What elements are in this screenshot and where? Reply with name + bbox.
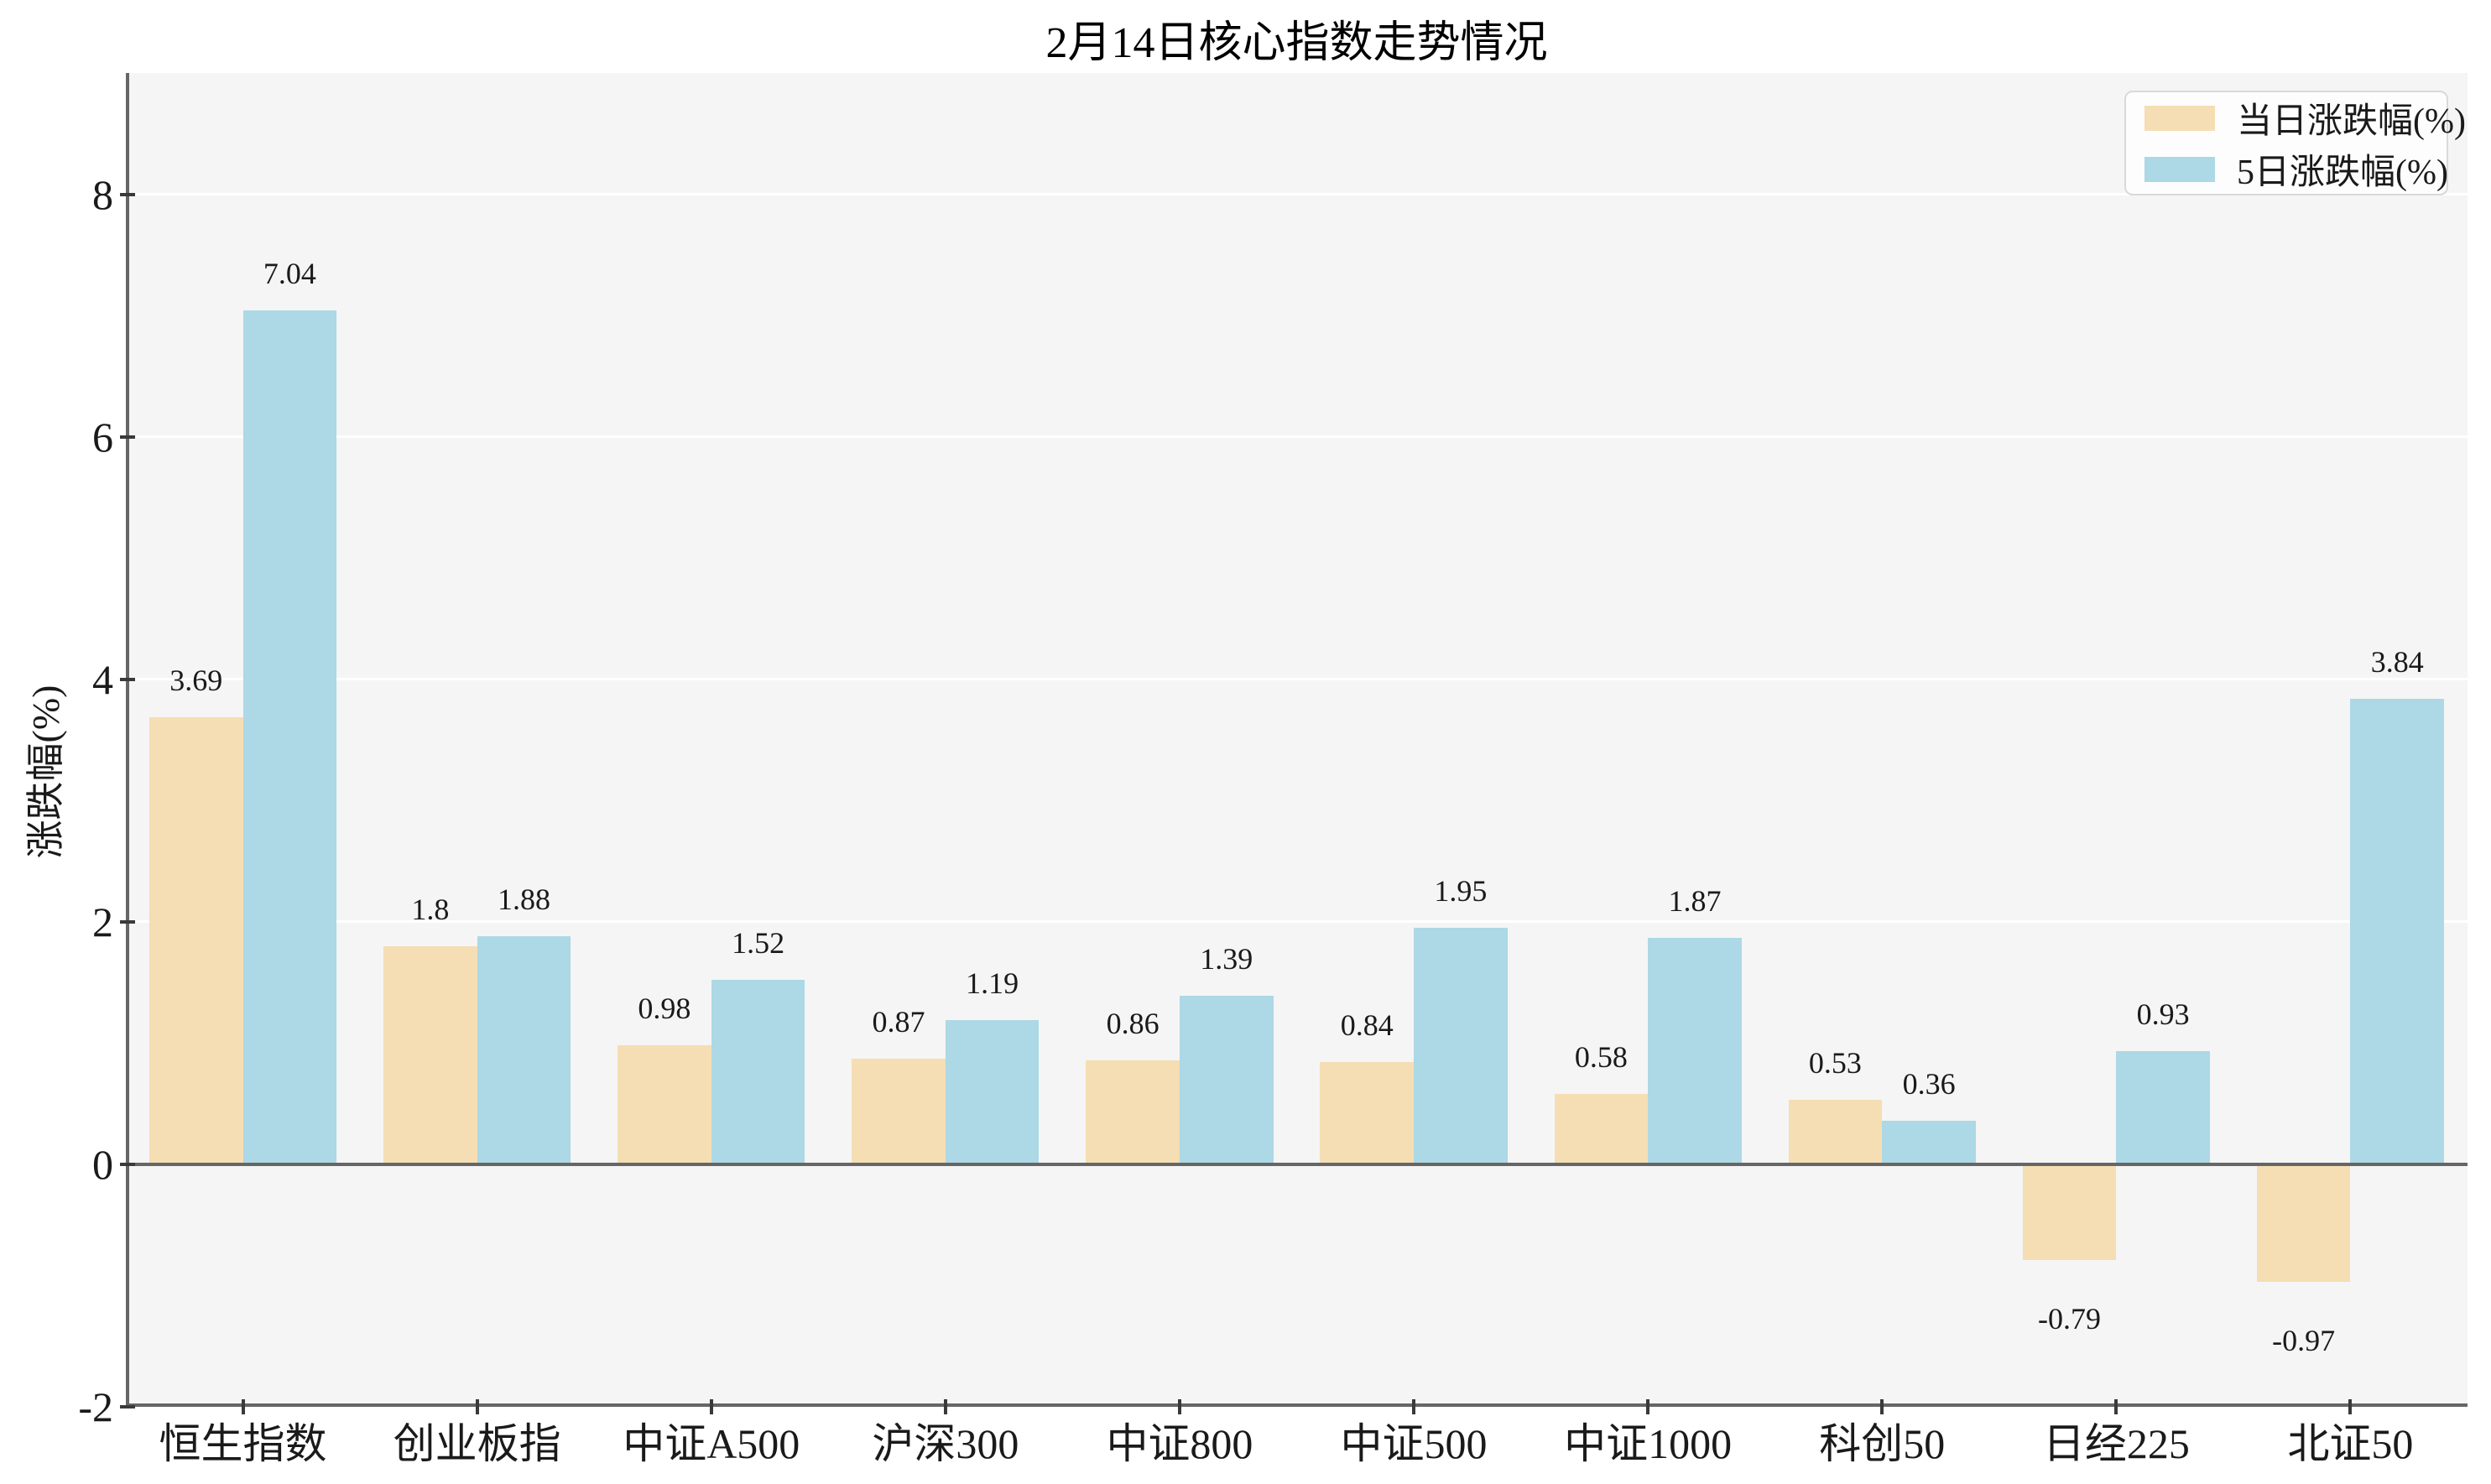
bar-5day [2116, 1051, 2210, 1164]
x-tick-label: 创业板指 [393, 1420, 561, 1467]
bar-5day [711, 980, 805, 1164]
x-tick [2114, 1399, 2118, 1414]
x-tick [709, 1399, 713, 1414]
y-tick [120, 192, 135, 196]
gridline [126, 920, 2468, 924]
bar-value-label: 0.86 [1106, 1006, 1160, 1040]
y-tick-label: 6 [92, 413, 113, 461]
bar-daily [1086, 1060, 1180, 1164]
x-axis-spine [126, 1403, 2468, 1407]
bar-value-label: 1.87 [1668, 883, 1722, 918]
y-axis-label: 涨跌幅(%) [24, 685, 67, 859]
bar-daily [1788, 1100, 1883, 1164]
bar-value-label: 1.88 [497, 883, 550, 917]
bar-daily [2256, 1164, 2351, 1283]
bar-5day [1882, 1120, 1976, 1164]
chart-title: 2月14日核心指数走势情况 [1045, 19, 1548, 67]
bar-value-label: 3.84 [2370, 644, 2424, 679]
x-tick [1177, 1399, 1181, 1414]
bar-value-label: 0.93 [2136, 997, 2190, 1032]
x-tick-label: 中证1000 [1564, 1420, 1733, 1467]
x-tick-label: 沪深300 [872, 1420, 1019, 1467]
legend: 当日涨跌幅(%) 5日涨跌幅(%) [2124, 91, 2466, 195]
legend-entry-5day: 5日涨跌幅(%) [2144, 143, 2448, 195]
bar-5day [1648, 937, 1742, 1164]
y-axis-spine [126, 73, 129, 1407]
y-tick [120, 677, 135, 681]
bar-daily [2022, 1164, 2117, 1261]
bar-value-label: 1.19 [966, 966, 1019, 1000]
y-tick-label: 2 [92, 898, 113, 945]
bar-value-label: 3.69 [169, 663, 223, 697]
y-tick [120, 1162, 135, 1166]
bar-value-label: 0.36 [1902, 1066, 1956, 1101]
x-tick [943, 1399, 947, 1414]
bar-daily [1554, 1094, 1649, 1164]
bar-value-label: 1.95 [1434, 874, 1488, 909]
x-tick-label: 中证500 [1340, 1420, 1488, 1467]
x-tick [1646, 1399, 1650, 1414]
legend-entry-daily: 当日涨跌幅(%) [2144, 92, 2466, 143]
gridline [126, 193, 2468, 196]
x-tick-label: 中证800 [1106, 1420, 1253, 1467]
y-tick [120, 1405, 135, 1408]
x-tick [241, 1399, 245, 1414]
x-tick-label: 日经225 [2042, 1420, 2190, 1467]
x-tick-label: 科创50 [1819, 1420, 1946, 1467]
bar-daily [1320, 1062, 1415, 1164]
legend-label-5day: 5日涨跌幅(%) [2237, 154, 2448, 192]
bar-value-label: -0.79 [2038, 1302, 2102, 1336]
bar-daily [852, 1059, 946, 1164]
x-tick-label: 中证A500 [623, 1420, 800, 1467]
y-tick [120, 435, 135, 439]
bar-value-label: 0.58 [1574, 1040, 1628, 1075]
bar-value-label: 1.52 [732, 926, 785, 961]
x-tick-label: 恒生指数 [159, 1420, 327, 1467]
bar-5day [2350, 698, 2445, 1164]
bar-daily [618, 1045, 711, 1164]
x-tick-label: 北证50 [2287, 1420, 2414, 1467]
bar-daily [149, 716, 243, 1164]
x-tick [475, 1399, 479, 1414]
bar-5day [945, 1019, 1040, 1164]
zero-line [126, 1162, 2468, 1166]
plot-area: 3.69 1.8 0.98 0.87 0.86 0.84 0.58 0.53 -0.79 -0.9… [126, 73, 2468, 1407]
bar-daily [383, 945, 477, 1164]
x-tick [1412, 1399, 1416, 1414]
bar-value-label: -0.97 [2272, 1324, 2336, 1358]
bar-5day [1414, 928, 1508, 1164]
bar-5day [242, 310, 337, 1164]
y-tick-label: -2 [78, 1383, 113, 1430]
legend-swatch-daily [2144, 105, 2215, 131]
y-tick-label: 4 [92, 655, 113, 703]
x-tick [2348, 1399, 2353, 1414]
legend-swatch-5day [2144, 156, 2215, 182]
x-tick [1880, 1399, 1884, 1414]
y-tick-label: 8 [92, 170, 113, 218]
bar-5day [477, 936, 571, 1164]
bar-value-label: 7.04 [263, 257, 316, 291]
bar-value-label: 1.39 [1200, 941, 1253, 976]
y-tick-label: 0 [92, 1140, 113, 1188]
y-tick [120, 919, 135, 924]
bar-value-label: 0.87 [872, 1005, 925, 1039]
bar-5day [1179, 995, 1274, 1164]
legend-label-daily: 当日涨跌幅(%) [2237, 102, 2466, 141]
bar-value-label: 0.98 [638, 992, 691, 1026]
bar-value-label: 0.53 [1808, 1046, 1862, 1080]
gridline [126, 678, 2468, 681]
bar-value-label: 1.8 [411, 892, 450, 926]
gridline [126, 435, 2468, 439]
bar-value-label: 0.84 [1340, 1008, 1394, 1043]
